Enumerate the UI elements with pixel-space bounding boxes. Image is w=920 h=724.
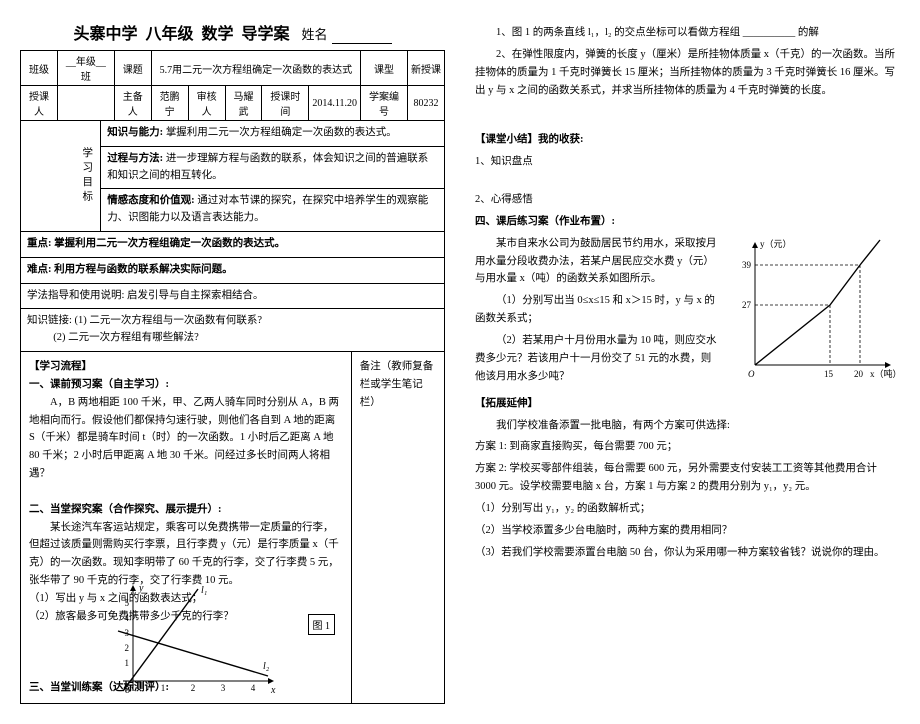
ext-q1: （1）分别写出 y₁，y₂ 的函数解析式； xyxy=(475,500,900,518)
summary-2: 2、心得感悟 xyxy=(475,191,900,209)
ext-body3: 方案 2: 学校买零部件组装，每台需要 600 元，另外需要支付安装工工资等其他… xyxy=(475,460,900,496)
g1-ytick-2: 2 xyxy=(124,643,129,653)
school-name: 头寨中学 xyxy=(73,26,137,43)
caseno-val: 80232 xyxy=(407,86,444,121)
summary-1: 1、知识盘点 xyxy=(475,153,900,171)
g2-xtick-20: 20 xyxy=(854,369,864,379)
ext-q3: （3）若我们学校需要添置台电脑 50 台，你认为采用哪一种方案较省钱？说说你的理… xyxy=(475,544,900,562)
flow-note-cell: 备注（教师复备栏或学生笔记栏） xyxy=(351,351,444,703)
topic-label: 课题 xyxy=(114,51,151,86)
figure-1-label: 图 1 xyxy=(308,614,336,635)
page: 头寨中学 八年级 数学 导学案 姓名 班级 __年级__班 课题 5.7用二元一… xyxy=(20,20,900,704)
g1-ytick-4: 4 xyxy=(124,613,129,623)
name-label: 姓名 xyxy=(302,27,328,42)
hw-head: 四、课后练习案（作业布置）: xyxy=(475,213,900,231)
point-1: 重点: 掌握利用二元一次方程组确定一次函数的表达式。 xyxy=(21,231,445,257)
g1-ytick-1: 1 xyxy=(124,658,129,668)
q1: 1、图 1 的两条直线 l₁，l₂ 的交点坐标可以看做方程组 _________… xyxy=(475,24,900,42)
name-blank[interactable] xyxy=(332,29,392,44)
flow-heading: 【学习流程】 xyxy=(29,358,343,376)
g1-xtick-3: 3 xyxy=(220,683,225,693)
section1-body: A，B 两地相距 100 千米，甲、乙两人骑车同时分别从 A，B 两地相向而行。… xyxy=(29,394,343,483)
subject: 数学 xyxy=(201,26,233,43)
right-column: 1、图 1 的两条直线 l₁，l₂ 的交点坐标可以看做方程组 _________… xyxy=(475,20,900,704)
graph2-svg: 39 27 15 20 O y（元） x（吨） xyxy=(730,235,900,385)
g2-ylabel: y（元） xyxy=(760,239,792,249)
ext-body1: 我们学校准备添置一批电脑，有两个方案可供选择: xyxy=(475,417,900,435)
type-label: 课型 xyxy=(361,51,408,86)
ext-q2: （2）当学校添置多少台电脑时，两种方案的费用相同？ xyxy=(475,522,900,540)
g1-l1-label: l₁ xyxy=(201,585,207,596)
g2-ytick-27: 27 xyxy=(742,300,752,310)
class-val: __年级__班 xyxy=(57,51,114,86)
g1-xtick-1: 1 xyxy=(160,683,165,693)
g2-xlabel: x（吨） xyxy=(870,368,900,379)
ext-head: 【拓展延伸】 xyxy=(475,395,900,413)
g1-xtick-4: 4 xyxy=(250,683,255,693)
section2-title: 二、当堂探究案（合作探究、展示提升）: xyxy=(29,501,343,519)
date-val: 2014.11.20 xyxy=(309,86,361,121)
goals-section-label: 学习目标 xyxy=(21,121,101,232)
goal-2: 过程与方法: 进一步理解方程与函数的联系，体会知识之间的普遍联系和知识之间的相互… xyxy=(101,146,445,189)
figure-1: 1 2 3 4 1 2 3 4 5 xyxy=(103,581,283,701)
flow-table: 【学习流程】 一、课前预习案（自主学习）: A，B 两地相距 100 千米，甲、… xyxy=(20,351,445,704)
point-3: 学法指导和使用说明: 启发引导与自主探索相结合。 xyxy=(21,283,445,309)
flow-content: 【学习流程】 一、课前预习案（自主学习）: A，B 两地相距 100 千米，甲、… xyxy=(29,358,343,697)
section2-body: 某长途汽车客运站规定，乘客可以免费携带一定质量的行李，但超过该质量则需购买行李票… xyxy=(29,519,343,590)
goal1-label: 知识与能力: xyxy=(107,127,163,138)
q2: 2、在弹性限度内，弹簧的长度 y（厘米）是所挂物体质量 x（千克）的一次函数。当… xyxy=(475,46,900,100)
goal3-label: 情感态度和价值观: xyxy=(107,195,195,206)
goal2-label: 过程与方法: xyxy=(107,153,163,164)
g1-origin: o xyxy=(125,685,130,696)
doc-title-line: 头寨中学 八年级 数学 导学案 姓名 xyxy=(20,20,445,44)
g1-l2-label: l₂ xyxy=(263,661,270,672)
goal-1: 知识与能力: 掌握利用二元一次方程组确定一次函数的表达式。 xyxy=(101,121,445,147)
review-val: 马耀武 xyxy=(225,86,262,121)
class-label: 班级 xyxy=(21,51,58,86)
grade: 八年级 xyxy=(145,26,193,43)
figure-2: 39 27 15 20 O y（元） x（吨） xyxy=(730,235,900,385)
prep-val: 范鹏宁 xyxy=(151,86,188,121)
type-val: 新授课 xyxy=(407,51,444,86)
g1-x-label: x xyxy=(270,685,276,696)
topic-val: 5.7用二元一次方程组确定一次函数的表达式 xyxy=(151,51,360,86)
teacher-label: 授课人 xyxy=(21,86,58,121)
g2-origin: O xyxy=(748,369,755,379)
section1-title: 一、课前预习案（自主学习）: xyxy=(29,376,343,394)
ext-body2: 方案 1: 到商家直接购买，每台需要 700 元； xyxy=(475,438,900,456)
point-2: 难点: 利用方程与函数的联系解决实际问题。 xyxy=(21,257,445,283)
g1-xtick-2: 2 xyxy=(190,683,195,693)
point-4: 知识链接: (1) 二元一次方程组与一次函数有何联系? (2) 二元一次方程组有… xyxy=(21,309,445,352)
goal1-text: 掌握利用二元一次方程组确定一次函数的表达式。 xyxy=(166,127,397,138)
g2-ytick-39: 39 xyxy=(742,260,752,270)
teacher-val xyxy=(57,86,114,121)
prep-label: 主备人 xyxy=(114,86,151,121)
g1-y-label: y xyxy=(138,583,144,594)
review-label: 审核人 xyxy=(188,86,225,121)
left-column: 头寨中学 八年级 数学 导学案 姓名 班级 __年级__班 课题 5.7用二元一… xyxy=(20,20,445,704)
goal-3: 情感态度和价值观: 通过对本节课的探究，在探究中培养学生的观察能力、识图能力以及… xyxy=(101,189,445,232)
g1-ytick-5: 5 xyxy=(124,598,129,608)
info-table: 班级 __年级__班 课题 5.7用二元一次方程组确定一次函数的表达式 课型 新… xyxy=(20,50,445,121)
caseno-label: 学案编号 xyxy=(361,86,408,121)
g2-xtick-15: 15 xyxy=(824,369,834,379)
doctype: 导学案 xyxy=(242,26,290,43)
flow-main-cell: 【学习流程】 一、课前预习案（自主学习）: A，B 两地相距 100 千米，甲、… xyxy=(21,351,352,703)
summary-head: 【课堂小结】我的收获: xyxy=(475,131,900,149)
graph1-svg: 1 2 3 4 1 2 3 4 5 xyxy=(103,581,283,701)
goals-table: 学习目标 知识与能力: 掌握利用二元一次方程组确定一次函数的表达式。 过程与方法… xyxy=(20,120,445,352)
date-label: 授课时间 xyxy=(262,86,309,121)
